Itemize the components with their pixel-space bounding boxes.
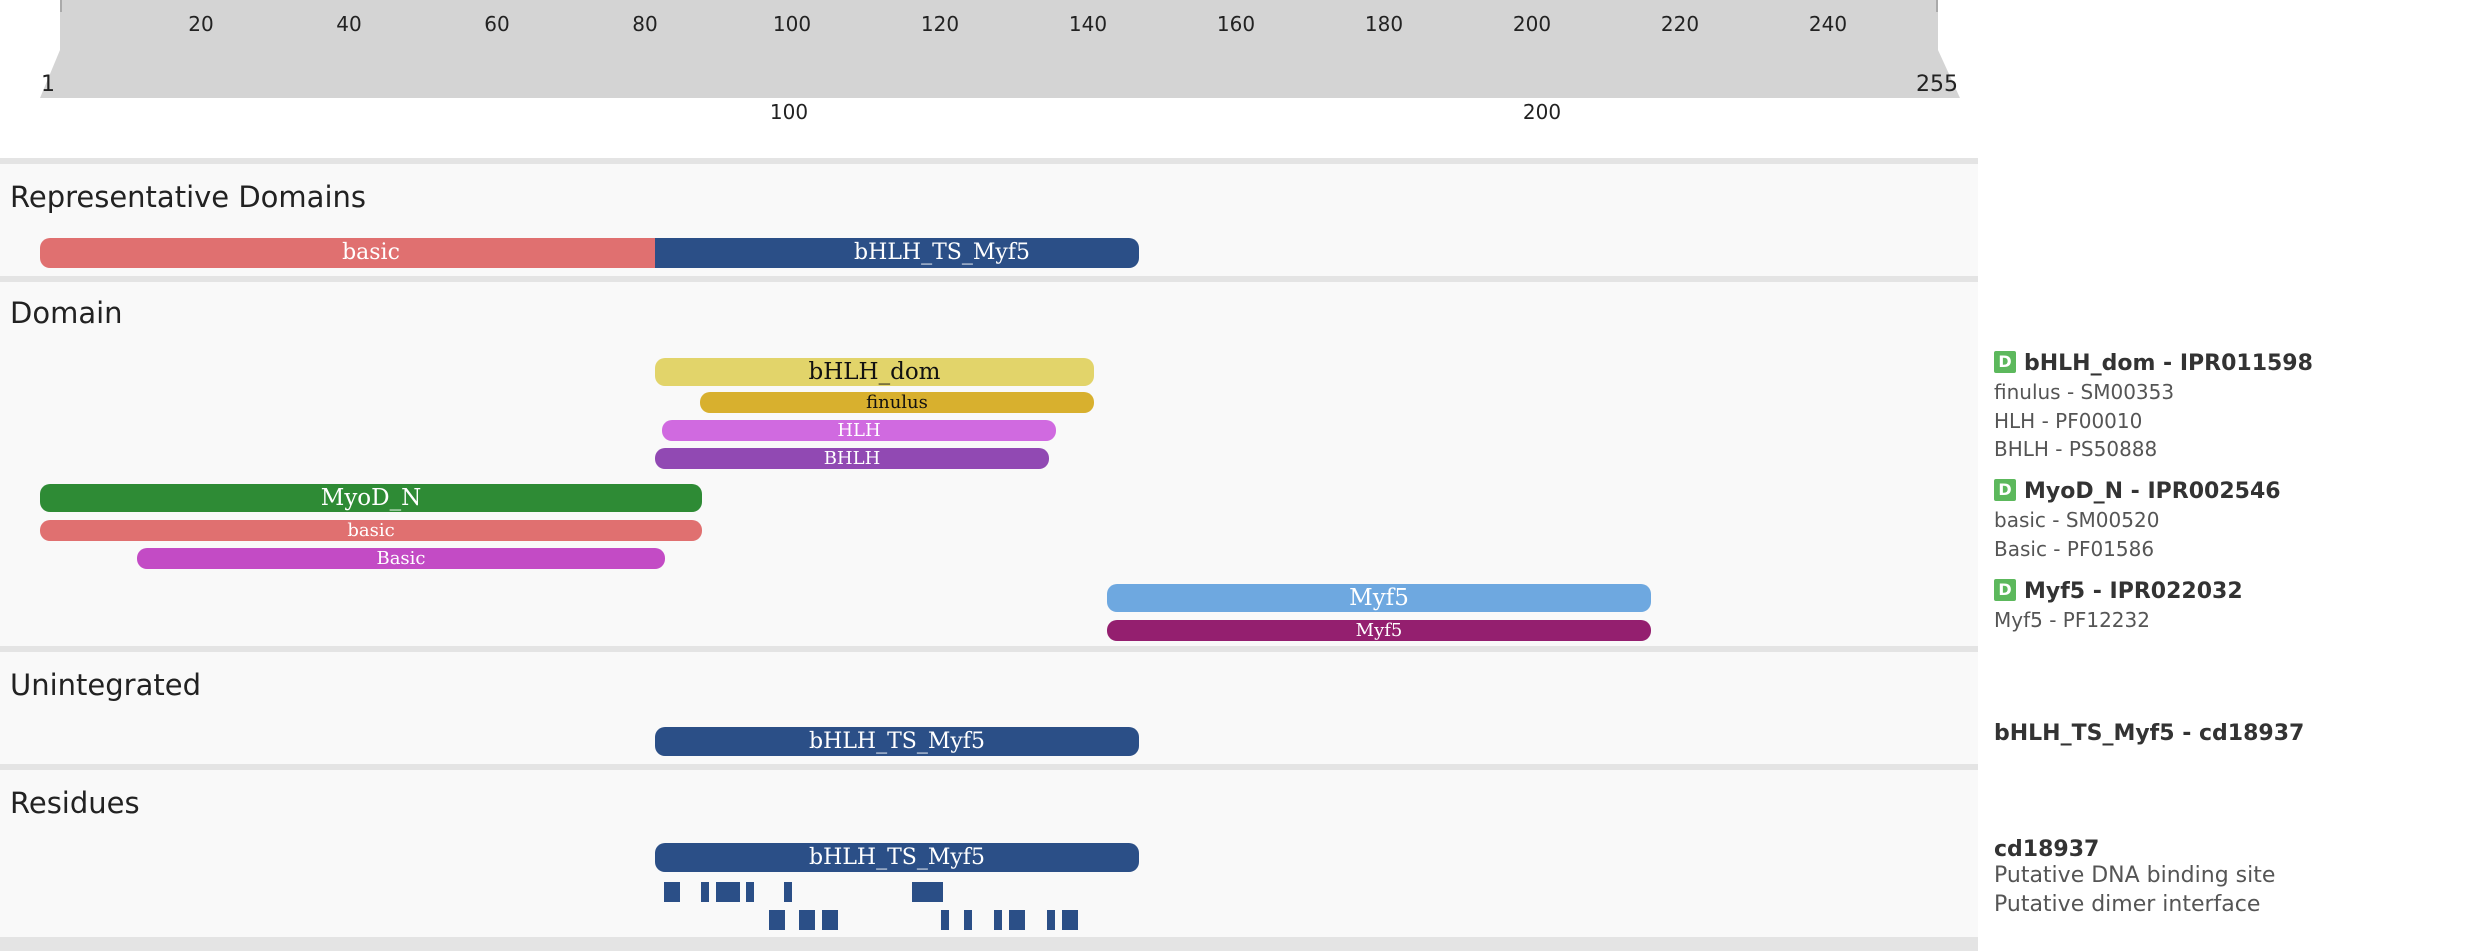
residue-marker[interactable] xyxy=(941,910,949,930)
domain-myod-n-bar[interactable]: MyoD_N xyxy=(40,484,702,512)
representative-bhlh-ts-myf5-bar[interactable]: bHLH_TS_Myf5 xyxy=(655,238,1139,268)
residue-marker[interactable] xyxy=(716,882,740,902)
ruler-tick: 240 xyxy=(1808,12,1848,36)
overview-track[interactable] xyxy=(0,50,1978,102)
domain-myf5-pfam-bar[interactable]: Myf5 xyxy=(1107,620,1651,641)
residue-marker[interactable] xyxy=(769,910,785,930)
section-title: Representative Domains xyxy=(10,180,366,214)
unintegrated-bhlh-ts-myf5-bar[interactable]: bHLH_TS_Myf5 xyxy=(655,727,1139,756)
residue-marker[interactable] xyxy=(746,882,754,902)
residues-bhlh-ts-myf5-bar[interactable]: bHLH_TS_Myf5 xyxy=(655,843,1139,872)
residues-label-dna-binding[interactable]: Putative DNA binding site xyxy=(1994,863,2276,888)
unintegrated-label[interactable]: bHLH_TS_Myf5 - cd18937 xyxy=(1994,721,2305,746)
residues-label-dimer[interactable]: Putative dimer interface xyxy=(1994,892,2261,917)
domain-bhlh-bar[interactable]: BHLH xyxy=(655,448,1049,469)
domain-badge-icon: D xyxy=(1994,351,2016,373)
ruler-tick: 220 xyxy=(1660,12,1700,36)
overview-tick: 100 xyxy=(769,100,809,124)
domain-finulus-bar[interactable]: finulus xyxy=(700,392,1094,413)
ruler-tick: 80 xyxy=(632,12,658,36)
residue-marker[interactable] xyxy=(1009,910,1025,930)
residue-marker[interactable] xyxy=(994,910,1002,930)
ruler-tick: 60 xyxy=(484,12,510,36)
sequence-start-label: 1 xyxy=(41,72,55,97)
domain-label-bhlh[interactable]: BHLH - PS50888 xyxy=(1994,437,2158,461)
ruler-tick: 180 xyxy=(1364,12,1404,36)
domain-label-myf5-pfam[interactable]: Myf5 - PF12232 xyxy=(1994,608,2150,632)
residue-marker[interactable] xyxy=(1047,910,1055,930)
residue-marker[interactable] xyxy=(799,910,815,930)
ruler-tick: 100 xyxy=(772,12,812,36)
residue-marker[interactable] xyxy=(822,910,838,930)
residue-marker[interactable] xyxy=(912,882,943,902)
domain-label-basic[interactable]: basic - SM00520 xyxy=(1994,508,2160,532)
ruler-tick: 200 xyxy=(1512,12,1552,36)
ruler-tick: 40 xyxy=(336,12,362,36)
ruler-tick: 20 xyxy=(188,12,214,36)
sequence-end-label: 255 xyxy=(1916,72,1958,97)
domain-label-myod-n[interactable]: MyoD_N - IPR002546 xyxy=(2024,479,2281,504)
ruler-tick: 160 xyxy=(1216,12,1256,36)
domain-hlh-bar[interactable]: HLH xyxy=(662,420,1056,441)
residue-marker[interactable] xyxy=(964,910,972,930)
domain-badge-icon: D xyxy=(1994,579,2016,601)
section-title: Residues xyxy=(10,786,140,820)
residues-label[interactable]: cd18937 xyxy=(1994,837,2100,862)
ruler-tick: 140 xyxy=(1068,12,1108,36)
section-title: Domain xyxy=(10,296,123,330)
residue-marker[interactable] xyxy=(784,882,792,902)
residue-marker[interactable] xyxy=(701,882,709,902)
representative-basic-bar[interactable]: basic xyxy=(40,238,702,268)
domain-basic-bar[interactable]: basic xyxy=(40,520,702,541)
domain-label-basic-pfam[interactable]: Basic - PF01586 xyxy=(1994,537,2155,561)
domain-basic-pfam-bar[interactable]: Basic xyxy=(137,548,665,569)
overview-tick: 200 xyxy=(1522,100,1562,124)
residue-marker[interactable] xyxy=(1062,910,1078,930)
ruler-tick: 120 xyxy=(920,12,960,36)
domain-label-finulus[interactable]: finulus - SM00353 xyxy=(1994,380,2175,404)
domain-bhlh-dom-bar[interactable]: bHLH_dom xyxy=(655,358,1094,386)
domain-label-myf5[interactable]: Myf5 - IPR022032 xyxy=(2024,579,2243,604)
domain-label-hlh[interactable]: HLH - PF00010 xyxy=(1994,409,2143,433)
domain-myf5-bar[interactable]: Myf5 xyxy=(1107,584,1651,612)
residue-marker[interactable] xyxy=(664,882,680,902)
domain-label-bhlh-dom[interactable]: bHLH_dom - IPR011598 xyxy=(2024,351,2313,376)
section-title: Unintegrated xyxy=(10,668,201,702)
domain-badge-icon: D xyxy=(1994,479,2016,501)
